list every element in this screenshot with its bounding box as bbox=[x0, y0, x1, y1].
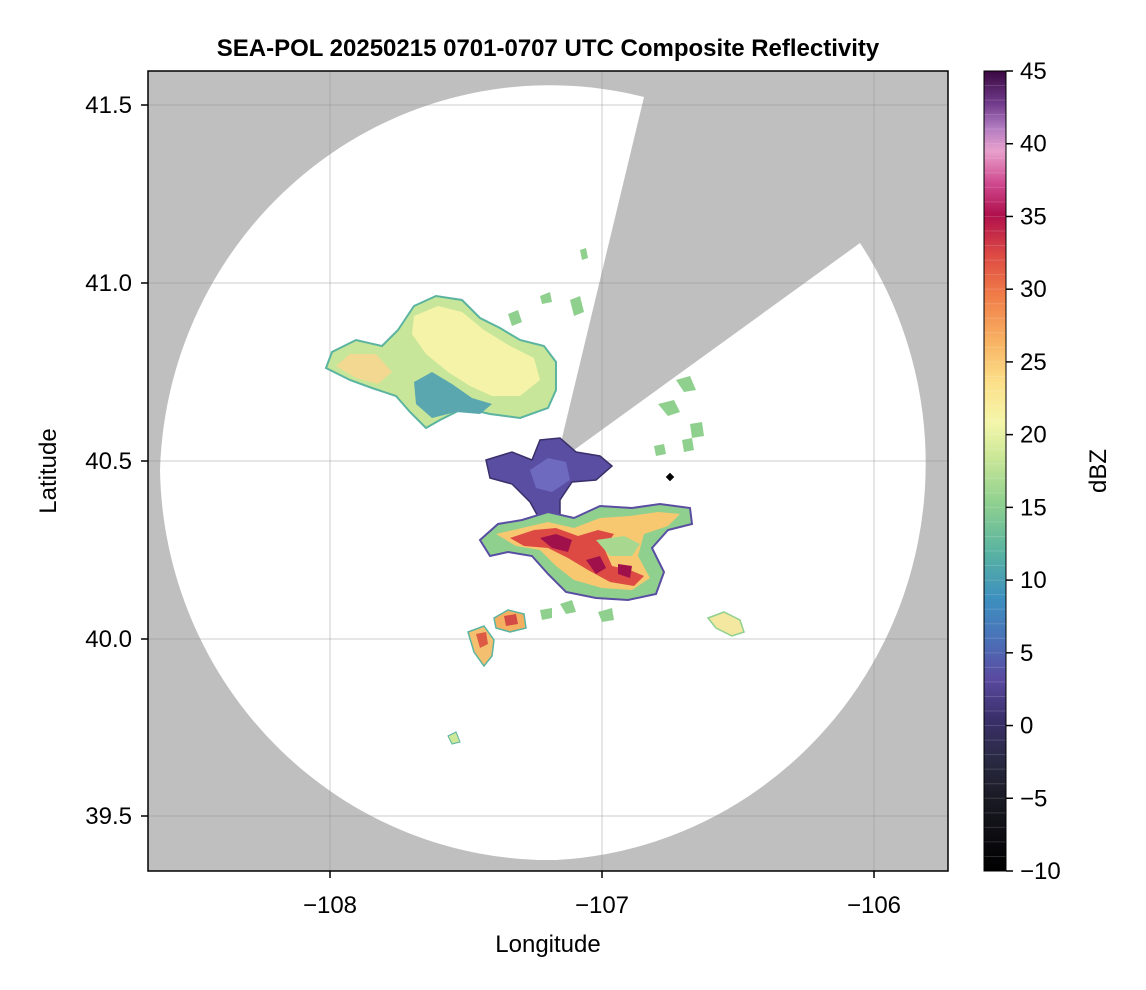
colorbar-tick-label: 10 bbox=[1020, 567, 1047, 594]
radar-site-marker bbox=[665, 472, 675, 482]
x-axis: −108 −107 −106 Longitude bbox=[303, 871, 901, 958]
colorbar: 45 40 35 30 25 20 15 10 5 0 −5 −10 dBZ bbox=[983, 58, 1112, 885]
echo-southwest-cell-a-core bbox=[504, 614, 518, 626]
colorbar-label: dBZ bbox=[1085, 449, 1112, 493]
colorbar-tick-label: 0 bbox=[1020, 713, 1033, 740]
y-tick-label: 40.5 bbox=[85, 448, 132, 475]
colorbar-tick-label: 35 bbox=[1020, 203, 1047, 230]
echo-northwest-core bbox=[412, 306, 540, 396]
x-tick-label: −108 bbox=[303, 892, 357, 919]
echo-northeast-scattered bbox=[654, 376, 704, 456]
x-axis-label: Longitude bbox=[495, 931, 600, 958]
echo-south-strong-core bbox=[510, 528, 644, 586]
colorbar-tick-label: 15 bbox=[1020, 494, 1047, 521]
y-tick-label: 40.0 bbox=[85, 626, 132, 653]
echo-southwest-cell-b-core bbox=[476, 632, 488, 648]
echo-northwest-west-core bbox=[336, 354, 392, 384]
colorbar-tick-label: 20 bbox=[1020, 422, 1047, 449]
x-tick-label: −107 bbox=[575, 892, 629, 919]
echo-north-small-cells bbox=[508, 248, 588, 326]
colorbar-tick-label: 25 bbox=[1020, 349, 1047, 376]
colorbar-tick-label: 5 bbox=[1020, 640, 1033, 667]
plot-frame bbox=[147, 70, 949, 872]
colorbar-gradient bbox=[984, 71, 1006, 871]
y-tick-label: 41.0 bbox=[85, 270, 132, 297]
echo-northwest-weak-band bbox=[414, 372, 492, 418]
colorbar-tick-label: 45 bbox=[1020, 58, 1047, 85]
echo-south-green-interior bbox=[596, 536, 640, 556]
colorbar-tick-label: −10 bbox=[1020, 858, 1061, 885]
colorbar-tick-label: −5 bbox=[1020, 785, 1047, 812]
y-tick-label: 41.5 bbox=[85, 92, 132, 119]
reflectivity-echoes bbox=[324, 248, 745, 745]
colorbar-tick-label: 40 bbox=[1020, 131, 1047, 158]
echo-central-weak-inner bbox=[530, 458, 570, 492]
colorbar-tick-label: 30 bbox=[1020, 276, 1047, 303]
y-axis: 41.5 41.0 40.5 40.0 39.5 Latitude bbox=[35, 92, 148, 830]
x-tick-label: −106 bbox=[847, 892, 901, 919]
echo-southeast-cell bbox=[706, 611, 745, 637]
y-tick-label: 39.5 bbox=[85, 803, 132, 830]
y-axis-label: Latitude bbox=[35, 428, 62, 513]
chart-title: SEA-POL 20250215 0701-0707 UTC Composite… bbox=[217, 35, 880, 62]
echo-south-peak bbox=[540, 534, 632, 578]
echo-south-scattered bbox=[540, 600, 614, 622]
echo-southwest-cell-c bbox=[447, 731, 461, 745]
